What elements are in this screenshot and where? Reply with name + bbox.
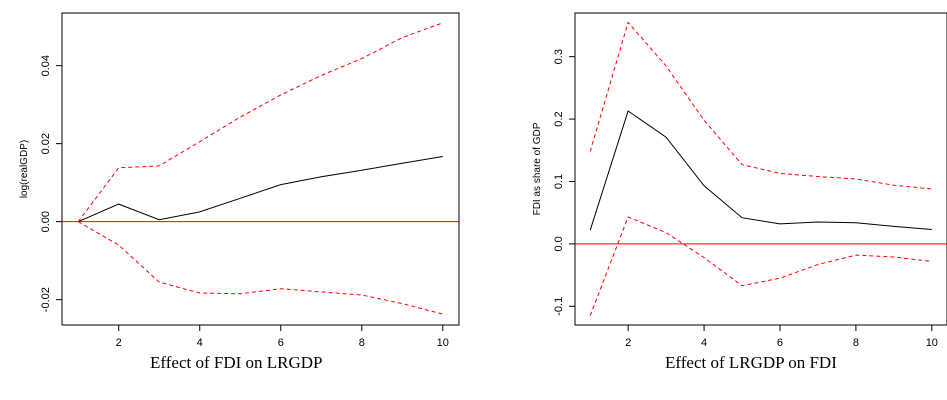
- y-tick-label: -0.02: [40, 287, 52, 312]
- x-tick-label: 4: [701, 337, 707, 349]
- y-axis-title: log(realGDP): [19, 140, 30, 198]
- x-tick-label: 2: [625, 337, 631, 349]
- confidence-band-upper: [77, 22, 443, 223]
- impulse-response-line: [589, 110, 932, 231]
- y-axis-title: FDI as share of GDP: [532, 122, 543, 215]
- y-tick-label: 0.02: [40, 133, 52, 154]
- confidence-band-lower: [77, 221, 443, 315]
- x-tick-label: 2: [116, 337, 122, 349]
- confidence-band-upper: [589, 21, 932, 190]
- x-tick-label: 10: [437, 337, 449, 349]
- x-tick-label: 6: [278, 337, 284, 349]
- plot-frame: [61, 12, 460, 326]
- caption-effect-fdi-on-lrgdp: Effect of FDI on LRGDP: [150, 353, 323, 372]
- y-tick-label: 0.3: [553, 49, 565, 64]
- impulse-response-line: [78, 156, 443, 223]
- x-tick-label: 8: [853, 337, 859, 349]
- x-tick-label: 6: [777, 337, 783, 349]
- y-tick-label: -0.1: [553, 297, 565, 316]
- x-tick-label: 10: [926, 337, 938, 349]
- chart-panel-1: 2 4 6 8 10 -0.02 0.00 0.02 0.04 log(realGDP): [19, 12, 460, 349]
- y-tick-label: 0.2: [553, 111, 565, 126]
- x-tick-label: 8: [359, 337, 365, 349]
- y-tick-label: 0.00: [40, 211, 52, 232]
- confidence-band-lower: [589, 216, 932, 316]
- y-tick-label: 0.04: [40, 55, 52, 76]
- y-tick-label: 0.1: [553, 174, 565, 189]
- caption-effect-lrgdp-on-fdi: Effect of LRGDP on FDI: [665, 353, 837, 372]
- chart-panel-2: 2 4 6 8 10 -0.1 0.0 0.1 0.2 0.3 FDI as share of GD…: [532, 12, 947, 349]
- x-tick-label: 4: [197, 337, 203, 349]
- y-tick-label: 0.0: [553, 236, 565, 251]
- plot-frame: [574, 12, 947, 326]
